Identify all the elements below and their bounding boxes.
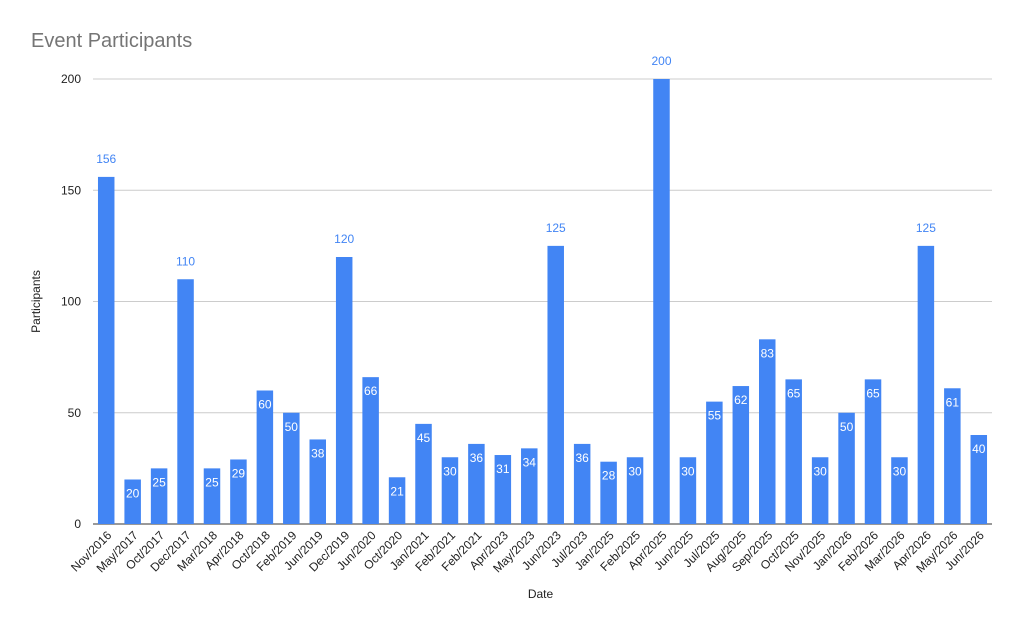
bar xyxy=(468,443,485,524)
bar xyxy=(494,455,512,524)
bar xyxy=(521,448,538,524)
data-label: 34 xyxy=(523,455,537,469)
data-label: 21 xyxy=(390,484,404,498)
data-label: 200 xyxy=(651,54,671,68)
data-label: 30 xyxy=(628,464,642,478)
data-label: 65 xyxy=(787,386,801,400)
data-label: 38 xyxy=(311,446,325,460)
data-label: 50 xyxy=(840,420,854,434)
bar xyxy=(759,339,776,524)
x-axis-ticks: Nov/2016May/2017Oct/2017Dec/2017Mar/2018… xyxy=(68,528,987,575)
bar xyxy=(864,379,882,524)
y-axis-ticks: 0 50 100 150 200 xyxy=(61,72,81,531)
data-label: 20 xyxy=(126,487,140,501)
data-label: 25 xyxy=(205,475,219,489)
data-label: 30 xyxy=(681,464,695,478)
data-label: 30 xyxy=(893,464,907,478)
bar xyxy=(679,457,697,524)
data-label: 45 xyxy=(417,431,431,445)
y-tick-label: 0 xyxy=(74,517,81,531)
bar xyxy=(626,457,644,524)
data-label: 156 xyxy=(96,152,116,166)
data-label: 31 xyxy=(496,462,510,476)
bar xyxy=(283,412,300,524)
data-label: 120 xyxy=(334,232,354,246)
bar xyxy=(653,79,670,524)
y-tick-label: 150 xyxy=(61,183,81,197)
y-tick-label: 50 xyxy=(68,406,82,420)
bar xyxy=(917,245,935,524)
data-label: 29 xyxy=(232,466,246,480)
data-label: 36 xyxy=(470,451,484,465)
bar xyxy=(177,279,194,524)
data-label: 30 xyxy=(443,464,457,478)
bar xyxy=(362,377,379,524)
data-label: 83 xyxy=(761,346,775,360)
chart-title: Event Participants xyxy=(31,30,193,52)
bar xyxy=(970,435,988,524)
data-label: 40 xyxy=(972,442,986,456)
bar xyxy=(124,479,141,524)
data-label: 28 xyxy=(602,469,616,483)
x-axis-title: Date xyxy=(528,587,554,601)
y-axis-title: Participants xyxy=(29,270,43,333)
bar xyxy=(547,245,564,524)
data-label: 61 xyxy=(946,395,960,409)
data-labels: 156 20 25 110 25 29 60 50 38 120 66 21 45 30 36 31 34 125… xyxy=(96,54,986,501)
bar xyxy=(944,388,961,524)
y-tick-label: 200 xyxy=(61,72,81,86)
data-label: 55 xyxy=(708,409,722,423)
bar xyxy=(441,457,459,524)
gridlines xyxy=(93,78,992,525)
bar xyxy=(388,477,406,524)
bar xyxy=(415,423,432,524)
bar xyxy=(891,457,908,524)
data-label: 25 xyxy=(152,475,166,489)
bar xyxy=(309,439,326,524)
data-label: 62 xyxy=(734,393,748,407)
bar xyxy=(811,457,829,524)
bar xyxy=(573,443,591,524)
bar xyxy=(838,412,855,524)
y-tick-label: 100 xyxy=(61,295,81,309)
bars xyxy=(97,79,988,524)
data-label: 110 xyxy=(176,254,195,268)
bar xyxy=(706,401,723,524)
bar xyxy=(150,468,168,524)
data-label: 36 xyxy=(575,451,589,465)
data-label: 65 xyxy=(866,386,880,400)
bar xyxy=(230,459,247,524)
bar xyxy=(785,379,802,524)
data-label: 125 xyxy=(546,221,566,235)
bar xyxy=(203,468,221,524)
data-label: 50 xyxy=(285,420,299,434)
bar xyxy=(600,461,617,524)
bar xyxy=(732,386,750,524)
data-label: 66 xyxy=(364,384,378,398)
bar xyxy=(256,390,274,524)
data-label: 60 xyxy=(258,398,272,412)
bar xyxy=(97,176,115,524)
data-label: 30 xyxy=(813,464,827,478)
bar xyxy=(335,257,353,524)
data-label: 125 xyxy=(916,221,936,235)
